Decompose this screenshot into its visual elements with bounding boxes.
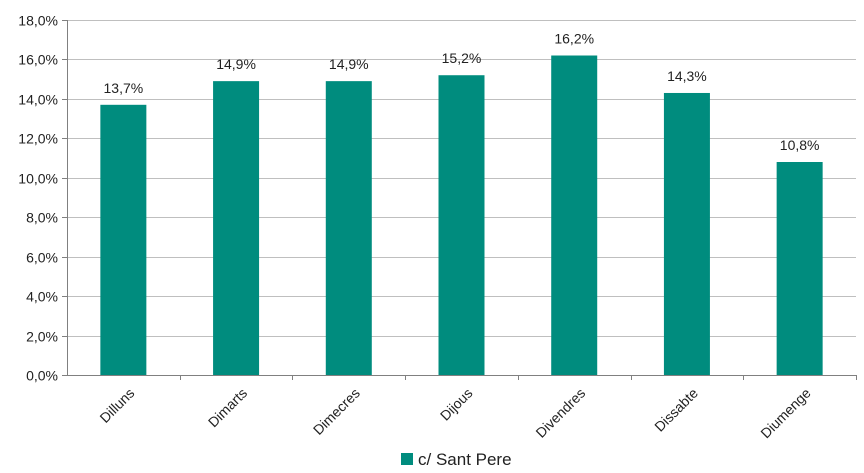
x-tick-label-dimecres: Dimecres xyxy=(310,385,363,438)
x-axis: Dilluns Dimarts Dimecres Dijous Divendres Dis… xyxy=(67,375,857,441)
data-label-divendres: 16,2% xyxy=(554,31,594,47)
data-label-dimarts: 14,9% xyxy=(216,56,256,72)
y-tick-label: 14,0% xyxy=(18,92,58,108)
x-tick-label-divendres: Divendres xyxy=(532,385,588,441)
y-tick-label: 18,0% xyxy=(18,13,58,29)
data-label-diumenge: 10,8% xyxy=(780,137,820,153)
y-tick-label: 8,0% xyxy=(26,210,58,226)
data-label-dijous: 15,2% xyxy=(442,50,482,66)
y-axis: 0,0% 2,0% 4,0% 6,0% 8,0% 10,0% 12,0% 14,0% 16,0%… xyxy=(18,13,68,384)
y-tick-label: 10,0% xyxy=(18,171,58,187)
data-label-dilluns: 13,7% xyxy=(104,80,144,96)
y-tick-label: 6,0% xyxy=(26,250,58,266)
data-labels: 13,7% 14,9% 14,9% 15,2% 16,2% 14,3% 10,8% xyxy=(104,31,820,154)
bar-divendres xyxy=(551,55,598,375)
x-tick-label-dimarts: Dimarts xyxy=(205,385,250,430)
legend-swatch xyxy=(401,453,413,465)
legend: c/ Sant Pere xyxy=(401,450,512,469)
data-label-dimecres: 14,9% xyxy=(329,56,369,72)
bar-dijous xyxy=(438,75,485,375)
x-tick-label-diumenge: Diumenge xyxy=(757,385,814,442)
bar-diumenge xyxy=(776,162,823,375)
bar-dilluns xyxy=(100,104,147,376)
y-tick-label: 0,0% xyxy=(26,368,58,384)
x-tick-label-dilluns: Dilluns xyxy=(96,385,137,426)
data-label-dissabte: 14,3% xyxy=(667,68,707,84)
legend-label-sant-pere: c/ Sant Pere xyxy=(418,450,512,469)
y-tick-label: 12,0% xyxy=(18,131,58,147)
x-tick-label-dijous: Dijous xyxy=(437,385,476,424)
bars xyxy=(100,55,823,376)
y-tick-label: 2,0% xyxy=(26,329,58,345)
bar-dissabte xyxy=(663,92,710,375)
bar-dimecres xyxy=(325,81,372,375)
y-tick-label: 16,0% xyxy=(18,52,58,68)
x-tick-label-dissabte: Dissabte xyxy=(651,385,701,435)
y-tick-label: 4,0% xyxy=(26,289,58,305)
bar-dimarts xyxy=(213,81,260,375)
